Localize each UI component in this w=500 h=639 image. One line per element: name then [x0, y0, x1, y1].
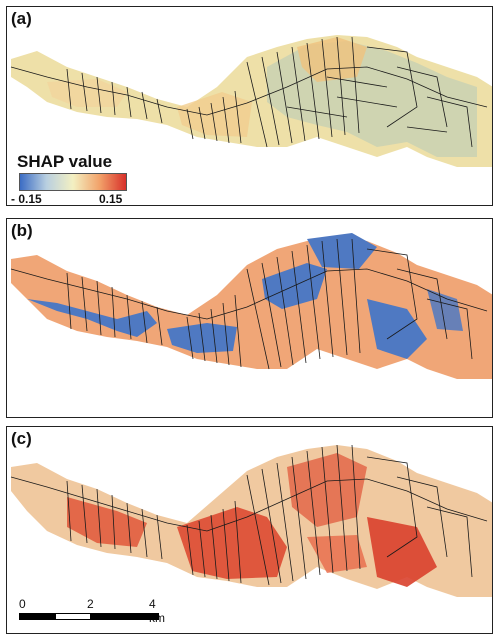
red-zone-c2: [67, 497, 147, 547]
legend-title: SHAP value: [17, 152, 113, 171]
scale-segment-2: [55, 613, 91, 620]
panel-label-b: (b): [11, 221, 33, 240]
scale-tick-0: 0: [19, 597, 26, 611]
map-panel-a: (a) SHAP value - 0.15 0.15: [6, 6, 493, 206]
map-b-svg: [10, 233, 492, 379]
parcel-lines-c: [10, 444, 488, 586]
blue-zone-b4: [307, 233, 377, 269]
blue-zone-b5: [367, 299, 427, 359]
scale-tick-2: 2: [87, 597, 94, 611]
orange-patch-a2: [177, 92, 252, 137]
orange-patch-a: [297, 37, 367, 82]
shap-colorbar: [19, 173, 127, 191]
map-a-svg: [10, 35, 492, 167]
map-panel-b: (b): [6, 218, 493, 418]
blue-zone-b6: [427, 289, 463, 331]
scale-segment-3: [91, 613, 159, 620]
colorbar-min-label: - 0.15: [11, 192, 42, 206]
red-zone-c5: [307, 535, 367, 573]
panel-label-a: (a): [11, 9, 32, 28]
orange-patch-a3: [47, 79, 127, 107]
parcel-lines-b: [10, 238, 488, 370]
landmass-b: [11, 237, 492, 379]
scale-segment-1: [19, 613, 55, 620]
red-zone-c1: [177, 507, 287, 579]
map-c-svg: [10, 444, 492, 597]
parcel-lines-a: [10, 36, 488, 148]
red-zone-c3: [287, 453, 367, 527]
red-zone-c4: [367, 517, 437, 587]
colorbar-max-label: 0.15: [99, 192, 123, 206]
panel-label-c: (c): [11, 429, 32, 448]
map-panel-c: (c) 0 2 4 km: [6, 426, 493, 634]
blue-zone-b1: [27, 299, 157, 337]
scale-tick-4: 4 km: [149, 597, 165, 625]
scale-bar: 0 2 4 km: [19, 597, 165, 627]
